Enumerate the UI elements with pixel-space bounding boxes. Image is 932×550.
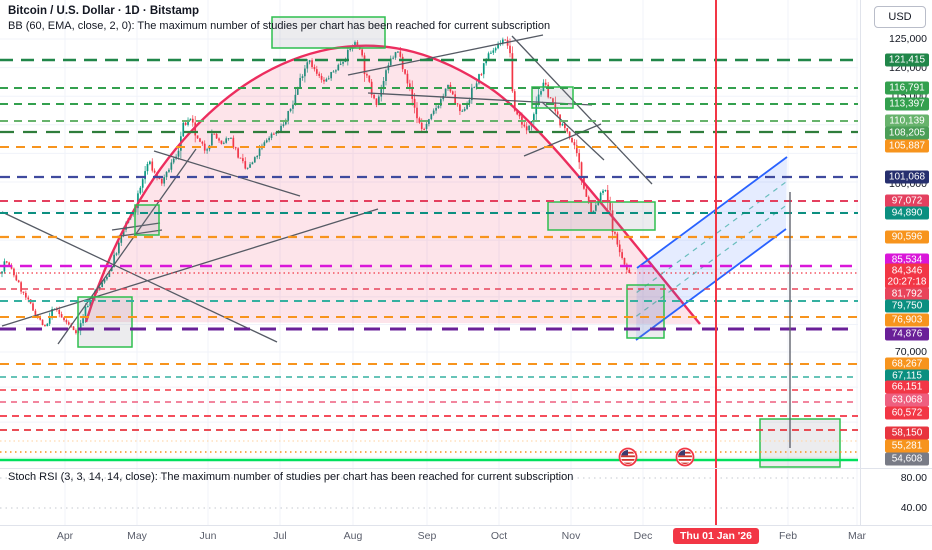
price-axis-label: 80.00 <box>900 472 927 484</box>
us-flag-icon[interactable] <box>675 447 695 467</box>
price-axis[interactable]: 125,000 120,000 115,000 100,000 70,000 80.00 4… <box>860 0 932 525</box>
chart-legend[interactable]: Bitcoin / U.S. Dollar · 1D · Bitstamp BB… <box>8 4 550 34</box>
price-level-badge: 66,151 <box>885 380 929 394</box>
price-level-badge: 63,068 <box>885 393 929 407</box>
month-label[interactable]: Aug <box>343 530 363 542</box>
price-level-badge: 90,596 <box>885 230 929 244</box>
us-flag-icons[interactable] <box>618 447 695 467</box>
price-level-badge: 108,205 <box>885 126 929 140</box>
price-level-badge: 81,792 <box>885 287 929 301</box>
month-label[interactable]: Dec <box>633 530 653 542</box>
price-level-badge: 55,281 <box>885 439 929 453</box>
month-label[interactable]: Feb <box>778 530 798 542</box>
candlesticks <box>1 36 631 336</box>
month-label[interactable]: May <box>127 530 147 542</box>
price-axis-label: 70,000 <box>894 346 927 358</box>
price-level-badge: 74,876 <box>885 327 929 341</box>
time-axis[interactable]: Apr May Jun Jul Aug Sep Oct Nov Dec Feb Mar Thu 01 … <box>0 526 932 550</box>
price-level-badge: 54,608 <box>885 452 929 466</box>
price-level-badge: 85,534 <box>885 253 929 267</box>
price-level-badge: 121,415 <box>885 53 929 67</box>
bb-indicator-status: BB (60, EMA, close, 2, 0): The maximum n… <box>8 20 551 32</box>
price-level-badge: 116,791 <box>885 81 929 95</box>
pane-separator[interactable] <box>0 468 932 469</box>
price-level-badge: 68,267 <box>885 357 929 371</box>
us-flag-icon[interactable] <box>618 447 638 467</box>
vertical-lines[interactable] <box>715 0 791 525</box>
month-label[interactable]: Sep <box>417 530 437 542</box>
stoch-rsi-indicator-status: Stoch RSI (3, 3, 14, 14, close): The max… <box>8 471 574 483</box>
price-level-badge: 76,903 <box>885 313 929 327</box>
price-level-badge: 60,572 <box>885 406 929 420</box>
month-label[interactable]: Apr <box>56 530 74 542</box>
price-level-badge: 79,750 <box>885 299 929 313</box>
price-level-badge: 101,068 <box>885 170 929 184</box>
price-axis-label: 125,000 <box>889 33 927 45</box>
month-label[interactable]: Nov <box>561 530 581 542</box>
price-level-badge: 97,072 <box>885 194 929 208</box>
price-axis-label: 40.00 <box>900 502 927 514</box>
month-label[interactable]: Mar <box>847 530 867 542</box>
price-axis-separator <box>860 0 861 550</box>
price-level-badge: 110,139 <box>885 114 929 128</box>
symbol-title[interactable]: Bitcoin / U.S. Dollar · 1D · Bitstamp <box>8 5 200 17</box>
price-level-badge: 94,890 <box>885 206 929 220</box>
price-level-badge: 67,115 <box>885 369 929 383</box>
price-level-badge: 84,346 20:27:18 <box>885 263 929 289</box>
dome-arc-drawing[interactable] <box>84 44 701 325</box>
time-axis-separator <box>0 525 932 526</box>
month-label[interactable]: Jun <box>199 530 217 542</box>
price-level-badge: 113,397 <box>885 97 929 111</box>
highlighted-date-badge[interactable]: Thu 01 Jan '26 <box>673 528 759 544</box>
month-label[interactable]: Oct <box>490 530 508 542</box>
price-level-badge: 105,887 <box>885 139 929 153</box>
currency-unit-button[interactable]: USD <box>874 6 926 28</box>
price-level-badge: 58,150 <box>885 426 929 440</box>
trendlines[interactable] <box>1 34 653 345</box>
month-label[interactable]: Jul <box>273 530 287 542</box>
